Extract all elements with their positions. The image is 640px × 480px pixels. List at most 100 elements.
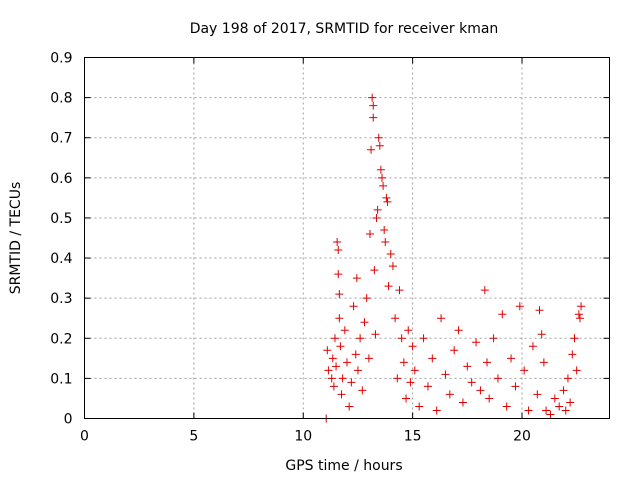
y-tick-label: 0.2: [50, 331, 72, 347]
data-point: [327, 374, 336, 383]
data-point: [383, 197, 392, 206]
data-point: [388, 262, 397, 271]
data-point: [336, 342, 345, 351]
data-point: [334, 270, 343, 279]
data-point: [368, 93, 377, 102]
data-point: [515, 302, 524, 311]
data-point: [353, 366, 362, 375]
data-point: [367, 145, 376, 154]
data-point: [441, 370, 450, 379]
y-tick-label: 0.8: [50, 91, 72, 107]
data-point: [458, 398, 467, 407]
data-point: [535, 306, 544, 315]
data-point: [568, 350, 577, 359]
data-point: [507, 354, 516, 363]
data-point: [362, 294, 371, 303]
data-point: [370, 266, 379, 275]
axis-ticks: 0 5 10 15 20 0 0.1 0.2 0.3 0.4 0.5 0.6 0.7 0.8 0.9: [50, 51, 610, 445]
data-point: [528, 342, 537, 351]
data-point: [463, 362, 472, 371]
data-point: [472, 338, 481, 347]
data-point: [364, 354, 373, 363]
data-point: [454, 326, 463, 335]
data-point: [437, 314, 446, 323]
data-point: [333, 238, 342, 247]
data-point: [533, 390, 542, 399]
y-tick-label: 0.5: [50, 211, 72, 227]
data-points: [322, 93, 586, 423]
data-point: [369, 101, 378, 110]
data-point: [410, 366, 419, 375]
data-point: [546, 410, 555, 419]
data-point: [379, 181, 388, 190]
data-point: [369, 113, 378, 122]
data-point: [537, 330, 546, 339]
data-point: [376, 165, 385, 174]
data-point: [381, 238, 390, 247]
data-point: [397, 334, 406, 343]
data-point: [349, 302, 358, 311]
data-point: [356, 334, 365, 343]
data-point: [542, 406, 551, 415]
data-point: [334, 246, 343, 255]
data-point: [384, 282, 393, 291]
data-point: [352, 274, 361, 283]
data-point: [485, 394, 494, 403]
y-tick-label: 0.9: [50, 51, 72, 67]
data-point: [360, 318, 369, 327]
data-point: [570, 334, 579, 343]
data-point: [575, 314, 584, 323]
data-point: [395, 286, 404, 295]
data-point: [498, 310, 507, 319]
data-point: [450, 346, 459, 355]
data-point: [524, 406, 533, 415]
data-point: [373, 205, 382, 214]
data-point: [335, 290, 344, 299]
data-point: [572, 366, 581, 375]
data-point: [329, 382, 338, 391]
data-point: [489, 334, 498, 343]
data-point: [419, 334, 428, 343]
data-point: [406, 378, 415, 387]
data-point: [378, 173, 386, 182]
data-point: [365, 229, 374, 238]
plot-frame: [84, 57, 610, 419]
data-point: [402, 394, 411, 403]
data-point: [563, 374, 572, 383]
data-point: [372, 213, 381, 222]
x-tick-label: 20: [513, 429, 531, 445]
y-tick-label: 0.4: [50, 251, 72, 267]
data-point: [467, 378, 476, 387]
data-point: [559, 386, 568, 395]
data-point: [432, 406, 441, 415]
data-point: [493, 374, 502, 383]
data-point: [577, 302, 586, 311]
data-point: [375, 141, 384, 150]
data-point: [574, 310, 583, 319]
chart-title: Day 198 of 2017, SRMTID for receiver kma…: [190, 21, 499, 37]
data-point: [330, 334, 339, 343]
data-point: [502, 402, 511, 411]
data-point: [539, 358, 548, 367]
data-point: [445, 390, 454, 399]
data-point: [382, 193, 391, 202]
y-tick-label: 0.7: [50, 131, 72, 147]
data-point: [345, 402, 354, 411]
x-tick-label: 0: [80, 429, 89, 445]
data-point: [408, 342, 417, 351]
data-point: [555, 402, 564, 411]
data-point: [340, 326, 349, 335]
data-point: [561, 406, 570, 415]
y-axis-label: SRMTID / TECUs: [8, 182, 24, 295]
data-point: [423, 382, 432, 391]
data-point: [480, 286, 489, 295]
grid-lines: [84, 57, 610, 419]
data-point: [399, 358, 408, 367]
data-point: [428, 354, 437, 363]
data-point: [550, 394, 559, 403]
x-tick-label: 15: [404, 429, 422, 445]
data-point: [358, 386, 367, 395]
y-tick-label: 0: [64, 412, 73, 428]
data-point: [391, 314, 400, 323]
